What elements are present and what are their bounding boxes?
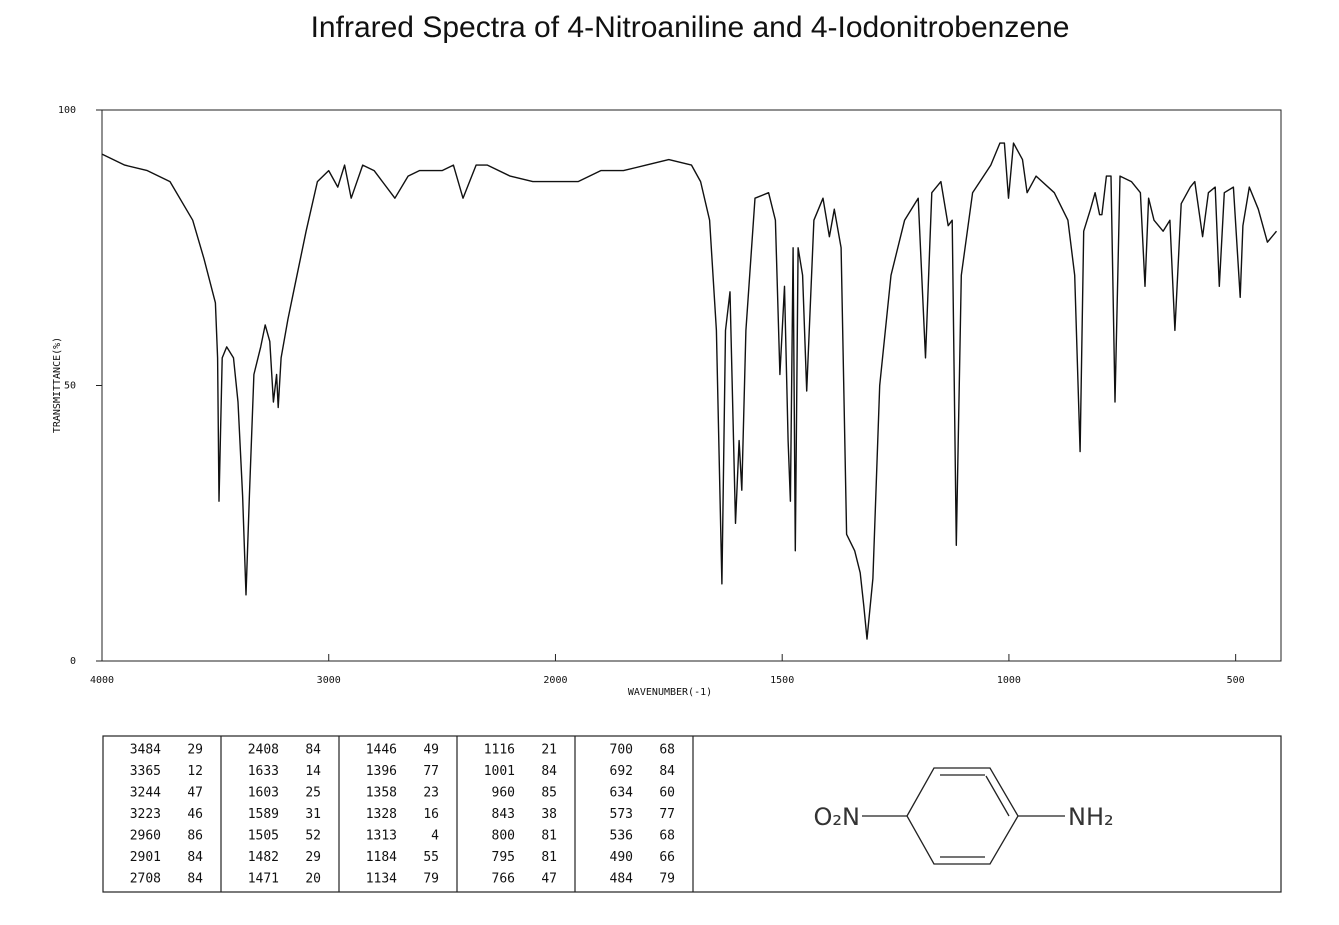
peak-transmittance: 4 [431,829,439,844]
peak-wavenumber: 960 [492,786,515,801]
peak-transmittance: 14 [305,764,321,779]
peak-transmittance: 25 [305,786,321,801]
peak-transmittance: 31 [305,807,321,822]
peak-transmittance: 81 [541,850,557,865]
peak-transmittance: 47 [541,872,557,887]
peak-transmittance: 55 [423,850,439,865]
x-tick-label: 1000 [997,675,1021,686]
chart-title: Infrared Spectra of 4-Nitroaniline and 4… [311,11,1070,44]
peak-wavenumber: 484 [610,872,634,887]
peak-transmittance: 79 [659,872,675,887]
peak-wavenumber: 573 [610,807,633,822]
peak-transmittance: 16 [423,807,439,822]
peak-wavenumber: 536 [610,829,633,844]
peak-transmittance: 46 [187,807,203,822]
x-tick-label: 500 [1227,675,1245,686]
peak-transmittance: 84 [187,872,203,887]
double-bond [985,775,1010,817]
peak-wavenumber: 1184 [366,850,397,865]
peak-transmittance: 20 [305,872,321,887]
molecule [862,767,1065,865]
peak-transmittance: 68 [659,743,675,758]
peak-wavenumber: 2408 [248,743,279,758]
peak-wavenumber: 3365 [130,764,161,779]
peak-transmittance: 84 [187,850,203,865]
peak-transmittance: 86 [187,829,203,844]
peak-wavenumber: 1134 [366,872,397,887]
peak-transmittance: 84 [541,764,557,779]
peak-transmittance: 49 [423,743,439,758]
peak-transmittance: 21 [541,743,557,758]
peak-wavenumber: 1328 [366,807,397,822]
peak-wavenumber: 490 [610,850,633,865]
peak-wavenumber: 700 [610,743,633,758]
peak-wavenumber: 692 [610,764,633,779]
peak-wavenumber: 3244 [130,786,161,801]
peak-wavenumber: 766 [492,872,515,887]
peak-transmittance: 77 [423,764,439,779]
peak-transmittance: 29 [305,850,321,865]
peak-wavenumber: 1603 [248,786,279,801]
peak-transmittance: 38 [541,807,557,822]
peak-wavenumber: 1396 [366,764,397,779]
peak-wavenumber: 795 [492,850,515,865]
peak-wavenumber: 1313 [366,829,397,844]
peak-wavenumber: 1001 [484,764,515,779]
peak-transmittance: 77 [659,807,675,822]
y-tick-label: 50 [64,381,76,392]
peak-wavenumber: 634 [610,786,634,801]
peak-transmittance: 84 [659,764,675,779]
peak-wavenumber: 3484 [130,743,161,758]
x-tick-label: 2000 [543,675,567,686]
peak-wavenumber: 843 [492,807,515,822]
peak-transmittance: 23 [423,786,439,801]
peak-transmittance: 85 [541,786,557,801]
peak-wavenumber: 1505 [248,829,279,844]
peak-wavenumber: 1482 [248,850,279,865]
left-group: O₂N [814,803,860,831]
x-tick-label: 3000 [317,675,341,686]
peak-transmittance: 79 [423,872,439,887]
peak-wavenumber: 1116 [484,743,515,758]
spectrum-line [101,142,1278,640]
y-tick-label: 0 [70,656,76,667]
peak-wavenumber: 1446 [366,743,397,758]
peak-transmittance: 68 [659,829,675,844]
peak-table-frame [102,735,1282,893]
peak-wavenumber: 2960 [130,829,161,844]
y-axis-label: TRANSMITTANCE(%) [52,337,63,433]
peak-wavenumber: 1471 [248,872,279,887]
peak-wavenumber: 1358 [366,786,397,801]
right-group: NH₂ [1068,803,1114,831]
x-axis-label: WAVENUMBER(-1) [628,687,712,698]
peak-wavenumber: 800 [492,829,515,844]
benzene-ring [906,767,1019,865]
peak-wavenumber: 1633 [248,764,279,779]
x-tick-label: 4000 [90,675,114,686]
x-tick-label: 1500 [770,675,794,686]
y-tick-label: 100 [58,105,76,116]
peak-wavenumber: 3223 [130,807,161,822]
peak-wavenumber: 1589 [248,807,279,822]
peak-wavenumber: 2708 [130,872,161,887]
peak-transmittance: 60 [659,786,675,801]
peak-transmittance: 12 [187,764,203,779]
peak-transmittance: 66 [659,850,675,865]
peak-wavenumber: 2901 [130,850,161,865]
peak-transmittance: 81 [541,829,557,844]
peak-transmittance: 47 [187,786,203,801]
peak-transmittance: 84 [305,743,321,758]
peak-transmittance: 29 [187,743,203,758]
peak-transmittance: 52 [305,829,321,844]
